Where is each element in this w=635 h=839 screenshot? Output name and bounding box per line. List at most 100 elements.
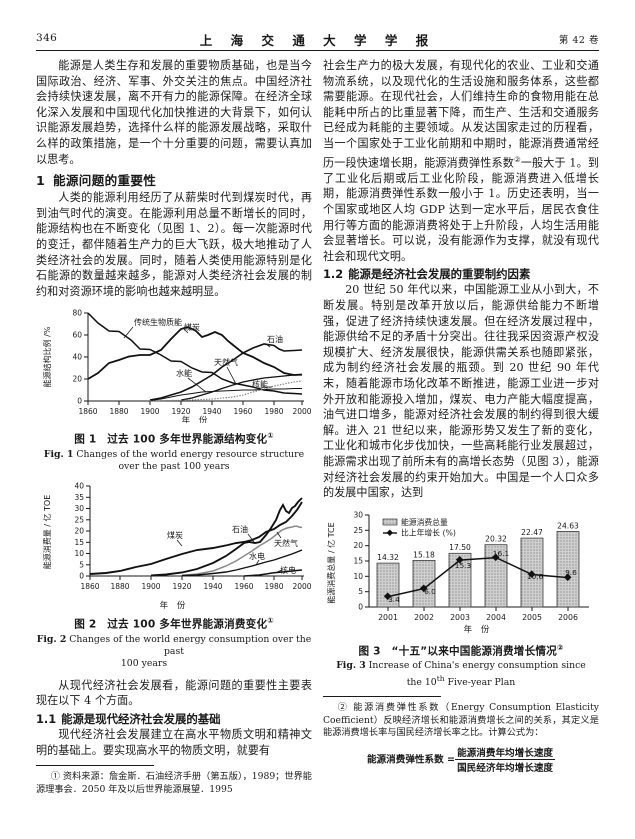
page-folio: 346 — [36, 32, 58, 44]
svg-text:25: 25 — [74, 515, 84, 524]
svg-text:20: 20 — [353, 541, 363, 550]
svg-text:22.47: 22.47 — [521, 528, 543, 537]
footnote-rule-left — [36, 765, 154, 767]
figure-2: 0 5 10 15 20 25 30 35 40 — [36, 480, 312, 671]
subsection-title: 能源是经济社会发展的重要制约因素 — [348, 267, 531, 282]
figure-2-caption-cn: 图 2 过去 100 多年世界能源消费变化① — [74, 616, 274, 631]
svg-text:3.4: 3.4 — [388, 595, 400, 604]
svg-text:1980: 1980 — [264, 582, 283, 591]
header-rule — [36, 50, 599, 51]
svg-text:1900: 1900 — [141, 582, 160, 591]
svg-text:40: 40 — [74, 481, 84, 490]
svg-text:1860: 1860 — [78, 407, 97, 416]
svg-text:能源消费总量 / 亿 TCE: 能源消费总量 / 亿 TCE — [326, 522, 336, 603]
fig2-label-oil: 石油 — [232, 524, 248, 534]
ordinal-sup: th — [436, 673, 445, 683]
figure-1-caption-cn: 图 1 过去 100 多年世界能源结构变化① — [74, 431, 274, 446]
svg-text:9.6: 9.6 — [565, 568, 577, 577]
section-number: 1 — [36, 173, 46, 189]
figure-3-plot: 0 5 10 15 20 25 30 能源消费总量 / 亿 TCE — [323, 507, 599, 639]
svg-text:2000: 2000 — [292, 407, 311, 416]
svg-text:0: 0 — [358, 602, 363, 611]
subsection-number: 1.1 — [36, 712, 57, 726]
svg-text:1880: 1880 — [110, 582, 129, 591]
fig3-bar-labels: 14.32 15.18 17.50 20.32 22.47 24.63 — [377, 521, 579, 562]
footnote-2: ② 能源消费弹性系数（Energy Consumption Elasticity… — [323, 702, 599, 739]
svg-text:5: 5 — [79, 560, 84, 569]
svg-text:2000: 2000 — [292, 582, 311, 591]
svg-text:2004: 2004 — [486, 613, 506, 622]
figure-3-caption-en: Fig. 3 Increase of China's energy consum… — [336, 660, 586, 688]
svg-text:2006: 2006 — [558, 613, 578, 622]
svg-text:60: 60 — [72, 331, 82, 340]
svg-text:1860: 1860 — [80, 582, 99, 591]
svg-text:15.18: 15.18 — [413, 550, 435, 559]
footnote-2-marker: ② — [337, 702, 349, 714]
svg-text:30: 30 — [353, 510, 363, 519]
fig1-label-hydro: 水能 — [176, 368, 192, 378]
left-column: 能源是人类生存和发展的重要物质基础，也是当今国际政治、经济、军事、外交关注的焦点… — [36, 58, 312, 796]
figure-2-xaxis-title: 年 份 — [159, 600, 189, 611]
svg-text:1920: 1920 — [171, 407, 190, 416]
figure-1-caption-en: Fig. 1 Changes of the world energy resou… — [43, 448, 305, 473]
fig1-label-biomass: 传统生物质能 — [134, 317, 182, 327]
fig3-line-labels: 3.4 6.0 15.3 16.1 10.6 9.6 — [388, 549, 577, 604]
svg-text:35: 35 — [74, 492, 84, 501]
svg-text:1980: 1980 — [264, 407, 283, 416]
figure-3: 0 5 10 15 20 25 30 能源消费总量 / 亿 TCE — [323, 507, 599, 689]
svg-text:0: 0 — [77, 397, 82, 406]
fig2-svg: 0 5 10 15 20 25 30 35 40 — [42, 481, 312, 591]
svg-text:1880: 1880 — [109, 407, 128, 416]
svg-text:15: 15 — [353, 556, 363, 565]
figure-1-footnote-mark: ① — [267, 431, 274, 441]
figure-2-footnote-mark: ① — [267, 616, 274, 626]
fig2-label-nuclear: 核电 — [280, 565, 296, 575]
elasticity-footnote-mark: ② — [513, 154, 521, 164]
svg-text:20: 20 — [72, 375, 82, 384]
figure-3-footnote-mark: ② — [556, 642, 564, 652]
fig3-svg: 0 5 10 15 20 25 30 能源消费总量 / 亿 TCE — [326, 510, 589, 635]
svg-text:2005: 2005 — [522, 613, 542, 622]
svg-text:1960: 1960 — [234, 582, 253, 591]
fig2-label-gas: 天然气 — [274, 538, 298, 548]
svg-text:能源消费量 / 亿 TOE: 能源消费量 / 亿 TOE — [42, 494, 52, 569]
left-para-4: 现代经济社会发展建立在高水平物质文明和精神文明的基础上。要实现高水平的物质文明，… — [36, 728, 312, 757]
svg-text:1900: 1900 — [140, 407, 159, 416]
svg-text:1960: 1960 — [233, 407, 252, 416]
figure-2-label-en: Fig. 2 — [36, 633, 67, 645]
svg-text:80: 80 — [72, 309, 82, 318]
fig1-svg: 0 20 40 60 80 — [42, 309, 312, 427]
svg-text:比上年增长 (%): 比上年增长 (%) — [401, 527, 456, 537]
svg-text:5: 5 — [358, 587, 363, 596]
left-para-2: 人类的能源利用经历了从薪柴时代到煤炭时代，再到油气时代的演变。在能源利用总量不断… — [36, 191, 312, 298]
svg-text:15.3: 15.3 — [455, 561, 472, 570]
section-heading-1: 1 能源问题的重要性 — [36, 170, 312, 189]
elasticity-formula: 能源消费弹性系数 = 能源消费年均增长速度 国民经济年均增长速度 — [323, 745, 599, 774]
figure-3-caption-cn: 图 3 “十五”以来中国能源消费增长情况② — [358, 642, 564, 658]
svg-text:30: 30 — [74, 504, 84, 513]
subsection-title: 能源是现代经济社会发展的基础 — [61, 712, 221, 726]
fig3-legend: 能源消费总量 比上年增长 (%) — [382, 517, 456, 537]
subsection-heading-1-2: 1.2 能源是经济社会发展的重要制约因素 — [323, 266, 599, 282]
fig1-label-oil: 石油 — [267, 334, 283, 344]
figure-1-label-en: Fig. 1 — [43, 448, 74, 460]
svg-text:17.50: 17.50 — [449, 543, 471, 552]
svg-text:24.63: 24.63 — [557, 521, 579, 530]
svg-text:0: 0 — [79, 571, 84, 580]
fig2-label-hydro: 水电 — [249, 551, 265, 561]
formula-fraction: 能源消费年均增长速度 国民经济年均增长速度 — [455, 745, 556, 774]
svg-text:10: 10 — [74, 549, 84, 558]
figure-1: 0 20 40 60 80 — [36, 305, 312, 473]
svg-text:10.6: 10.6 — [527, 572, 544, 581]
left-para-1: 能源是人类生存和发展的重要物质基础，也是当今国际政治、经济、军事、外交关注的焦点… — [36, 59, 312, 166]
svg-text:14.32: 14.32 — [377, 553, 399, 562]
svg-text:20.32: 20.32 — [485, 534, 507, 543]
subsection-heading-1-1: 1.1 能源是现代经济社会发展的基础 — [36, 711, 312, 727]
figure-3-label-en: Fig. 3 — [336, 660, 366, 672]
fig1-label-coal: 煤炭 — [184, 322, 200, 332]
formula-left-side: 能源消费弹性系数 = — [366, 754, 456, 766]
right-para-2: 20 世纪 50 年代以来，中国能源工业从小到大，不断发展。特别是改革开放以后，… — [323, 283, 599, 500]
figure-1-plot: 0 20 40 60 80 — [36, 305, 312, 427]
figure-2-caption-en: Fig. 2 Changes of the world energy consu… — [36, 633, 312, 670]
